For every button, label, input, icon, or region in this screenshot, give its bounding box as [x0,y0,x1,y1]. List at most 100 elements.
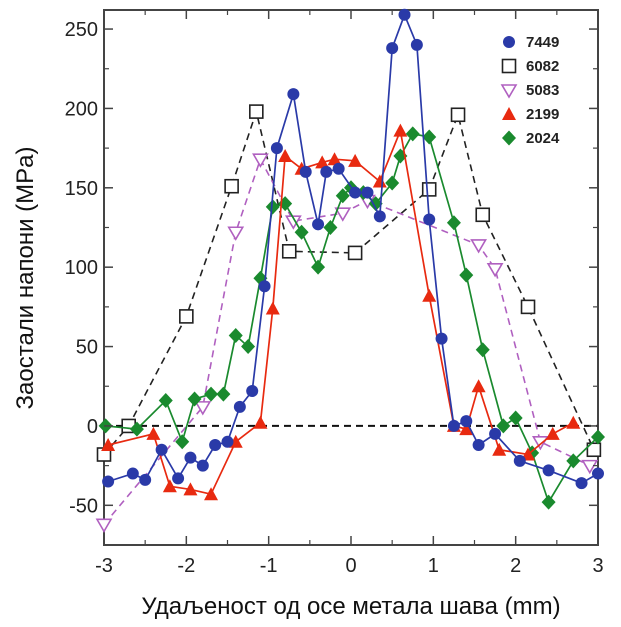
data-point-6082 [450,107,466,123]
data-point-5083 [581,459,599,475]
y-axis-title: Заостали напони (MPa) [12,147,39,410]
data-point-2024 [496,418,511,434]
data-point-7449 [246,385,259,398]
legend-item-5083: 5083 [500,82,559,99]
data-point-7449 [270,142,283,155]
data-point-2024 [541,494,556,510]
data-point-2024 [335,188,350,204]
legend: 7449 6082 5083 2199 2024 [500,34,560,147]
data-point-7449 [398,8,411,21]
series-line-6082 [103,108,595,456]
x-tick-label: -2 [177,555,195,577]
y-tick-label: 100 [65,257,98,279]
data-point-7449 [410,38,423,51]
data-point-2024 [228,327,243,343]
data-point-7449 [172,472,185,485]
data-point-2024 [311,259,326,275]
data-point-2199 [372,174,387,188]
data-point-7449 [312,218,325,231]
data-point-7449 [299,165,312,178]
data-point-7449 [126,467,139,480]
x-tick-label: -1 [260,555,278,577]
legend-marker-7449 [503,36,515,48]
data-point-7449 [102,475,115,488]
series-7449 [102,8,604,490]
data-point-2199 [545,426,560,440]
data-point-7449 [320,165,333,178]
legend-label: 2024 [526,130,560,147]
data-point-2199 [327,152,342,166]
data-point-2199 [146,426,161,440]
data-point-2199 [492,442,507,456]
data-point-5083 [470,239,488,254]
data-point-7449 [349,186,362,199]
data-point-2024 [446,215,461,231]
data-point-2024 [405,126,420,142]
data-point-7449 [423,213,436,226]
data-point-7449 [460,415,473,428]
y-tick-label: 250 [65,19,98,41]
x-axis-title: Удаљеност од осе метала шава (mm) [141,593,560,620]
x-tick-label: 2 [510,555,521,577]
data-point-2024 [459,267,474,283]
data-point-7449 [196,459,209,472]
data-point-7449 [233,400,246,413]
data-point-6082 [475,207,491,223]
series-2024 [98,126,605,510]
data-point-2024 [294,224,309,240]
x-tick-label: -3 [95,555,113,577]
data-point-2199 [162,479,177,493]
data-point-7449 [258,280,271,293]
data-point-2024 [566,453,581,469]
data-point-2024 [385,175,400,191]
data-point-2024 [204,386,219,402]
data-point-6082 [421,182,437,197]
data-point-7449 [221,435,234,448]
y-tick-label: 200 [65,98,98,120]
data-point-2024 [187,391,202,407]
data-point-5083 [531,436,549,451]
data-point-2024 [241,339,256,355]
data-point-2024 [158,393,173,409]
data-point-6082 [224,178,239,194]
data-point-2024 [508,410,523,426]
legend-marker-6082 [501,58,517,74]
data-point-5083 [252,153,269,168]
data-point-2199 [348,153,363,167]
legend-item-7449: 7449 [503,34,559,51]
data-point-2199 [459,422,474,436]
data-point-7449 [542,464,555,477]
data-point-2024 [591,429,605,445]
data-point-6082 [520,299,536,315]
x-tick-label: 0 [345,555,356,577]
y-tick-label: 0 [87,416,98,438]
x-tick-label: 3 [592,555,603,577]
data-point-2024 [175,434,190,450]
data-point-5083 [194,401,212,416]
data-point-2199 [471,379,486,393]
data-point-7449 [489,427,502,440]
y-tick-label: -50 [69,495,98,517]
axis-layer: -3 -2 -1 0 1 2 3 -50 0 50 100 150 200 250 [65,10,604,577]
series-5083 [95,153,599,533]
legend-item-6082: 6082 [501,58,559,75]
data-point-5083 [284,215,302,230]
data-point-7449 [575,477,588,490]
data-point-2199 [422,288,437,302]
series-line-7449 [107,12,599,485]
series-layer [95,8,605,533]
data-point-2199 [253,415,268,429]
legend-label: 6082 [526,58,559,75]
data-point-7449 [332,162,345,175]
data-point-7449 [209,438,222,451]
y-tick-label: 150 [65,178,98,200]
data-point-2199 [566,415,581,429]
y-tick-label: 50 [76,337,98,359]
x-tick-label: 1 [428,555,439,577]
data-point-2199 [204,487,219,501]
data-point-5083 [486,262,504,278]
data-point-2024 [475,342,490,358]
data-point-7449 [447,419,460,432]
legend-marker-2024 [502,130,516,146]
